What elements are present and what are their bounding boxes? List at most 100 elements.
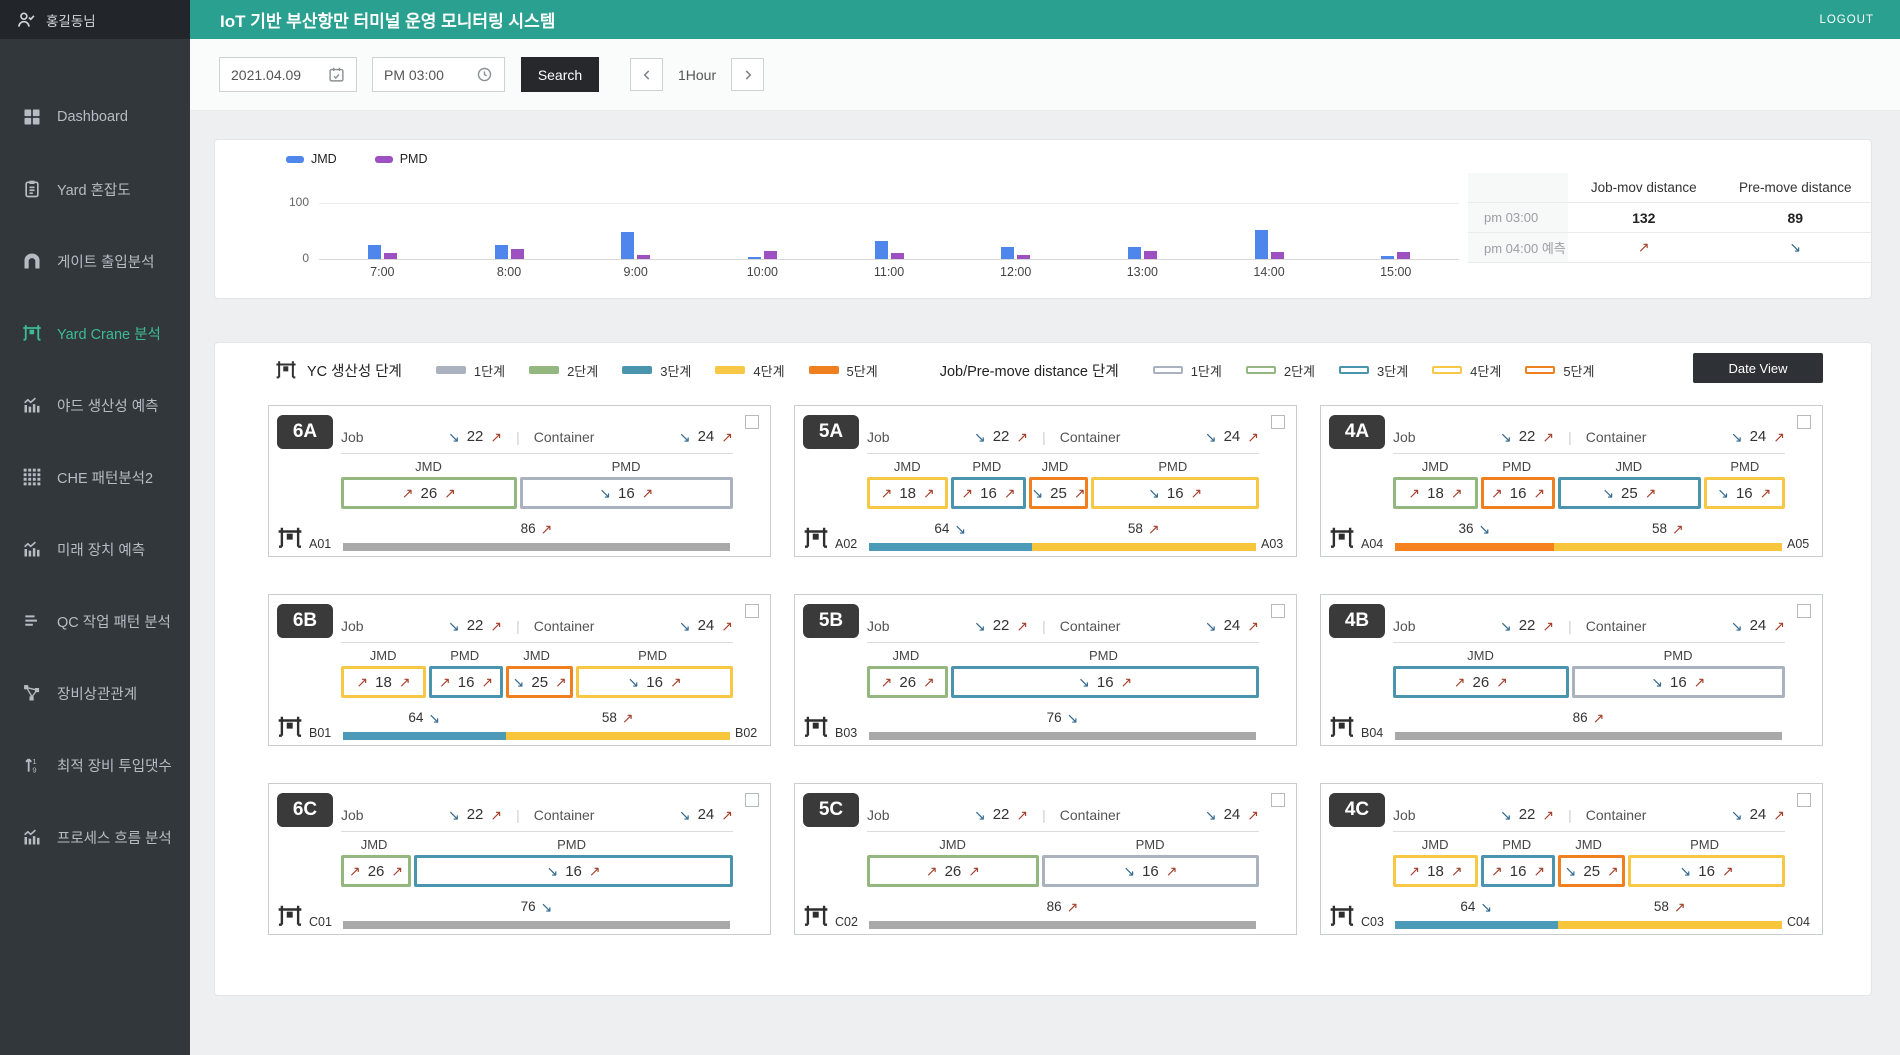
column-labels: JMD PMD JMD PMD xyxy=(867,459,1259,474)
stage-box: ↗ 18 ↗ xyxy=(341,666,426,698)
column-labels: JMD PMD xyxy=(341,459,733,474)
bar-value-number: 58 xyxy=(1653,899,1669,914)
sidebar-item-gate-access-analysis[interactable]: 게이트 출입분석 xyxy=(0,225,190,297)
trend-number: 24 xyxy=(1223,617,1241,634)
stage-label: 4단계 xyxy=(1470,363,1502,379)
bar-value-labels: 86 ↗ xyxy=(343,519,730,538)
trend-down-icon: ↘ xyxy=(540,898,553,915)
box-value: 26 xyxy=(944,862,962,880)
box-value: 26 xyxy=(367,862,385,880)
sidebar-item-che-pattern-analysis2[interactable]: CHE 패턴분석2 xyxy=(0,441,190,513)
trend-up-icon: ↗ xyxy=(1491,485,1503,501)
trend-number: 24 xyxy=(697,617,715,634)
jmd-bar xyxy=(367,245,381,259)
summary-value: 89 xyxy=(1787,209,1804,226)
bar-value: 36 ↘ xyxy=(1395,519,1554,538)
trend-up-icon: ↗ xyxy=(1607,863,1619,879)
stage-box: ↗ 26 ↗ xyxy=(867,855,1039,887)
pmd-bar xyxy=(1397,251,1411,259)
bar-track xyxy=(343,543,730,551)
sidebar-item-equipment-correlation[interactable]: 장비상관관계 xyxy=(0,657,190,729)
jmd-bar xyxy=(621,232,635,259)
bar-track xyxy=(869,732,1256,740)
box-value: 16 xyxy=(980,484,997,502)
sidebar-item-process-flow-analysis[interactable]: 프로세스 흐름 분석 xyxy=(0,801,190,873)
trend-up-icon: ↗ xyxy=(1073,485,1086,501)
job-trend: ↘ 22 ↗ xyxy=(448,806,502,823)
trend-down-icon: ↘ xyxy=(1204,617,1217,634)
sidebar-nav: Dashboard Yard 혼잡도 게이트 출입분석 Yard Crane 분석 야드… xyxy=(0,39,190,873)
card-checkbox[interactable] xyxy=(1797,793,1811,807)
trend-down-icon: ↘ xyxy=(428,709,441,726)
stage-color-chip xyxy=(622,366,653,374)
bar-chart-icon xyxy=(22,539,42,559)
stage-color-chip xyxy=(808,366,839,374)
bar-value-labels: 64 ↘ 58 ↗ xyxy=(1395,897,1782,916)
crane-icon xyxy=(803,714,831,740)
trend-up-icon: ↗ xyxy=(1120,674,1133,690)
bar-segment xyxy=(1395,921,1558,929)
jmd-bar xyxy=(747,257,761,259)
column-label: PMD xyxy=(1158,459,1188,474)
card-checkbox[interactable] xyxy=(1271,604,1285,618)
summary-row-label: pm 03:00 xyxy=(1468,203,1568,232)
logout-button[interactable]: LOGOUT xyxy=(1819,13,1874,26)
chart-group: 9:00 xyxy=(572,140,699,279)
trend-down-icon: ↘ xyxy=(1031,485,1044,501)
card-header: Job ↘ 22 ↗ | Container ↘ 24 ↗ xyxy=(341,420,733,454)
card-header: Job ↘ 22 ↗ | Container ↘ 24 ↗ xyxy=(341,609,733,643)
trend-down-icon: ↘ xyxy=(1730,428,1743,445)
trend-down-icon: ↘ xyxy=(1789,239,1802,255)
trend-number: 22 xyxy=(466,617,484,634)
job-label: Job xyxy=(1393,617,1416,634)
stage-boxes: ↗ 26 ↗ ↘ 16 ↗ xyxy=(341,477,733,509)
card-checkbox[interactable] xyxy=(745,604,759,618)
container-label: Container xyxy=(533,806,595,823)
legend-label: PMD xyxy=(399,152,428,166)
stage-box: ↗ 18 ↗ xyxy=(1393,855,1478,887)
card-checkbox[interactable] xyxy=(1271,793,1285,807)
container-label: Container xyxy=(533,428,595,445)
card-header: Job ↘ 22 ↗ | Container ↘ 24 ↗ xyxy=(867,609,1259,643)
card-checkbox[interactable] xyxy=(745,415,759,429)
distance-bar: 86 ↗ xyxy=(869,897,1256,929)
prev-hour-button[interactable] xyxy=(630,58,663,91)
sidebar-item-dashboard[interactable]: Dashboard xyxy=(0,81,190,153)
trend-up-icon: ↗ xyxy=(391,863,404,879)
pmd-bar xyxy=(637,254,651,259)
summary-corner-cell xyxy=(1468,173,1568,202)
bar-segment xyxy=(343,543,730,551)
container-trend: ↘ 24 ↗ xyxy=(1731,617,1785,634)
date-input[interactable]: 2021.04.09 xyxy=(219,57,357,92)
job-trend: ↘ 22 ↗ xyxy=(448,617,502,634)
search-button[interactable]: Search xyxy=(521,57,599,92)
card-header: Job ↘ 22 ↗ | Container ↘ 24 ↗ xyxy=(867,420,1259,454)
sidebar-item-optimal-equipment-count[interactable]: 1 9 최적 장비 투입댓수 xyxy=(0,729,190,801)
bar-segment xyxy=(1395,732,1782,740)
date-view-button[interactable]: Date View xyxy=(1693,353,1823,383)
card-checkbox[interactable] xyxy=(745,793,759,807)
trend-up-icon: ↗ xyxy=(880,485,893,501)
card-checkbox[interactable] xyxy=(1797,415,1811,429)
summary-col-pre: Pre-move distance xyxy=(1738,180,1852,195)
jmd-bar xyxy=(1001,246,1015,259)
sidebar-item-yard-productivity-forecast[interactable]: 야드 생산성 예측 xyxy=(0,369,190,441)
sidebar-item-future-equipment-forecast[interactable]: 미래 장치 예측 xyxy=(0,513,190,585)
bar-segment xyxy=(505,732,730,740)
time-input[interactable]: PM 03:00 xyxy=(372,57,505,92)
dist-legend-title: Job/Pre-move distance 단계 xyxy=(939,363,1119,380)
card-checkbox[interactable] xyxy=(1271,415,1285,429)
stage-box: ↗ 16 ↗ xyxy=(1480,477,1556,509)
next-hour-button[interactable] xyxy=(731,58,765,91)
yc-card-5A: 5A Job ↘ 22 ↗ | Container ↘ 24 ↗ JMD PMD JMD PMD ↗ 18 ↗ ↗… xyxy=(794,405,1297,557)
column-label: PMD xyxy=(1088,648,1118,663)
bar-track xyxy=(869,543,1256,551)
trend-up-icon: ↗ xyxy=(1759,485,1772,501)
card-checkbox[interactable] xyxy=(1797,604,1811,618)
bar-value: 64 ↘ xyxy=(869,519,1032,538)
stage-label: 5단계 xyxy=(846,363,878,379)
sidebar-item-yard-congestion[interactable]: Yard 혼잡도 xyxy=(0,153,190,225)
sidebar-item-qc-work-pattern-analysis[interactable]: QC 작업 패턴 분석 xyxy=(0,585,190,657)
sidebar-item-yard-crane-analysis[interactable]: Yard Crane 분석 xyxy=(0,297,190,369)
card-id-badge: 6C xyxy=(277,793,333,827)
